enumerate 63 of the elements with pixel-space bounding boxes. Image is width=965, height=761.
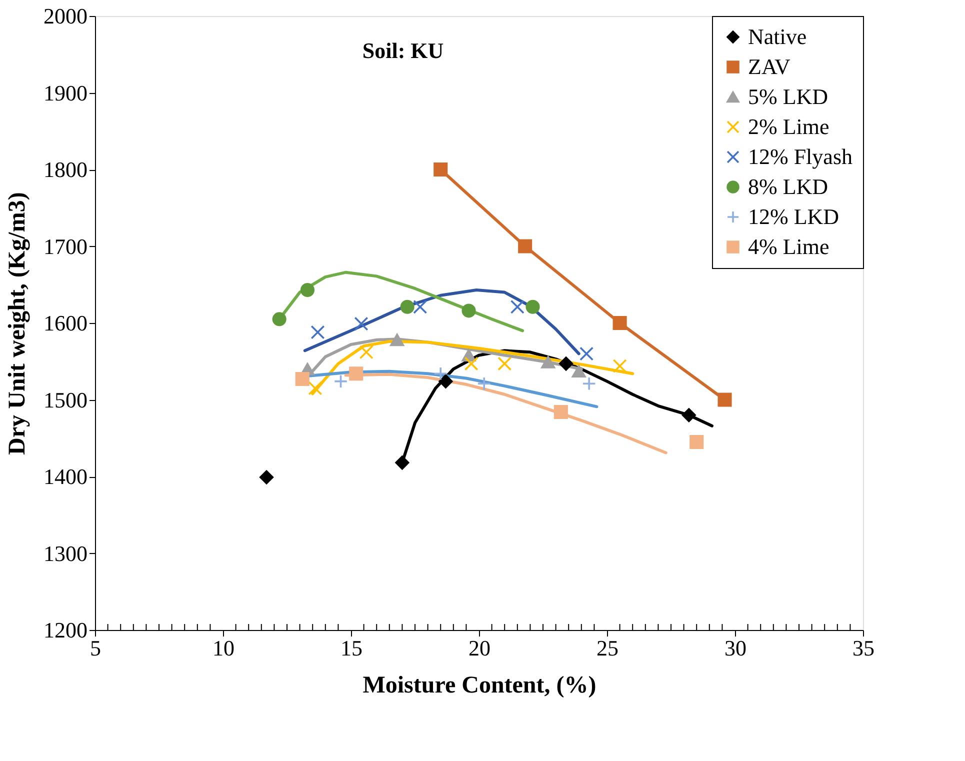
point [434,162,448,177]
point [359,345,374,360]
legend-label: ZAV [748,54,790,79]
point [498,356,512,371]
point [477,376,492,391]
y-tick-label: 1900 [44,80,88,106]
y-axis-title: Dry Unit weight, (Kg/m3) [4,192,30,455]
point [541,356,556,368]
point [612,358,627,374]
point [300,282,315,298]
point [295,372,310,386]
point [434,366,448,381]
point [690,434,704,449]
point [259,470,274,484]
point [349,366,364,381]
y-tick-label: 1200 [44,618,88,642]
line-series [303,288,580,356]
point [518,239,532,254]
x-tick-label: 10 [212,636,234,660]
legend-label: 12% LKD [748,204,840,229]
point [718,392,732,407]
y-tick-label: 1800 [44,157,88,182]
point [272,312,286,326]
point [438,374,453,388]
legend-label: 12% Flyash [748,144,852,169]
point [400,300,414,314]
y-tick-label: 1500 [44,387,88,412]
point [308,381,322,396]
point [390,334,404,346]
point [334,374,348,388]
point [462,304,476,318]
y-tick-label: 1700 [44,234,88,259]
point [310,325,325,340]
legend-label: 5% LKD [748,84,828,109]
y-tick-label: 1600 [44,310,88,336]
point [682,408,696,422]
legend-label: Native [748,24,807,49]
y-tick-label: 2000 [44,4,88,28]
point [510,300,524,314]
annotation: Soil: KU [362,38,444,63]
point [579,346,594,361]
point [572,365,586,378]
point [464,356,478,371]
point [559,356,574,371]
point [354,316,368,331]
point [526,300,540,314]
x-axis-title: Moisture Content, (%) [362,672,596,698]
x-tick-label: 5 [90,636,101,660]
legend-label: 2% Lime [748,114,830,139]
point [554,405,568,420]
point [582,376,596,391]
point [395,456,410,470]
x-tick-label: 25 [596,636,618,660]
x-tick-label: 20 [468,636,490,660]
legend-label: 4% Lime [748,234,830,259]
y-tick-label: 1300 [44,540,88,566]
x-tick-label: 15 [340,636,362,660]
x-tick-label: 35 [852,636,874,660]
point [413,300,428,314]
y-tick-label: 1400 [44,464,88,489]
point [612,316,627,330]
legend-label: 8% LKD [748,174,828,199]
x-tick-label: 30 [724,636,746,660]
